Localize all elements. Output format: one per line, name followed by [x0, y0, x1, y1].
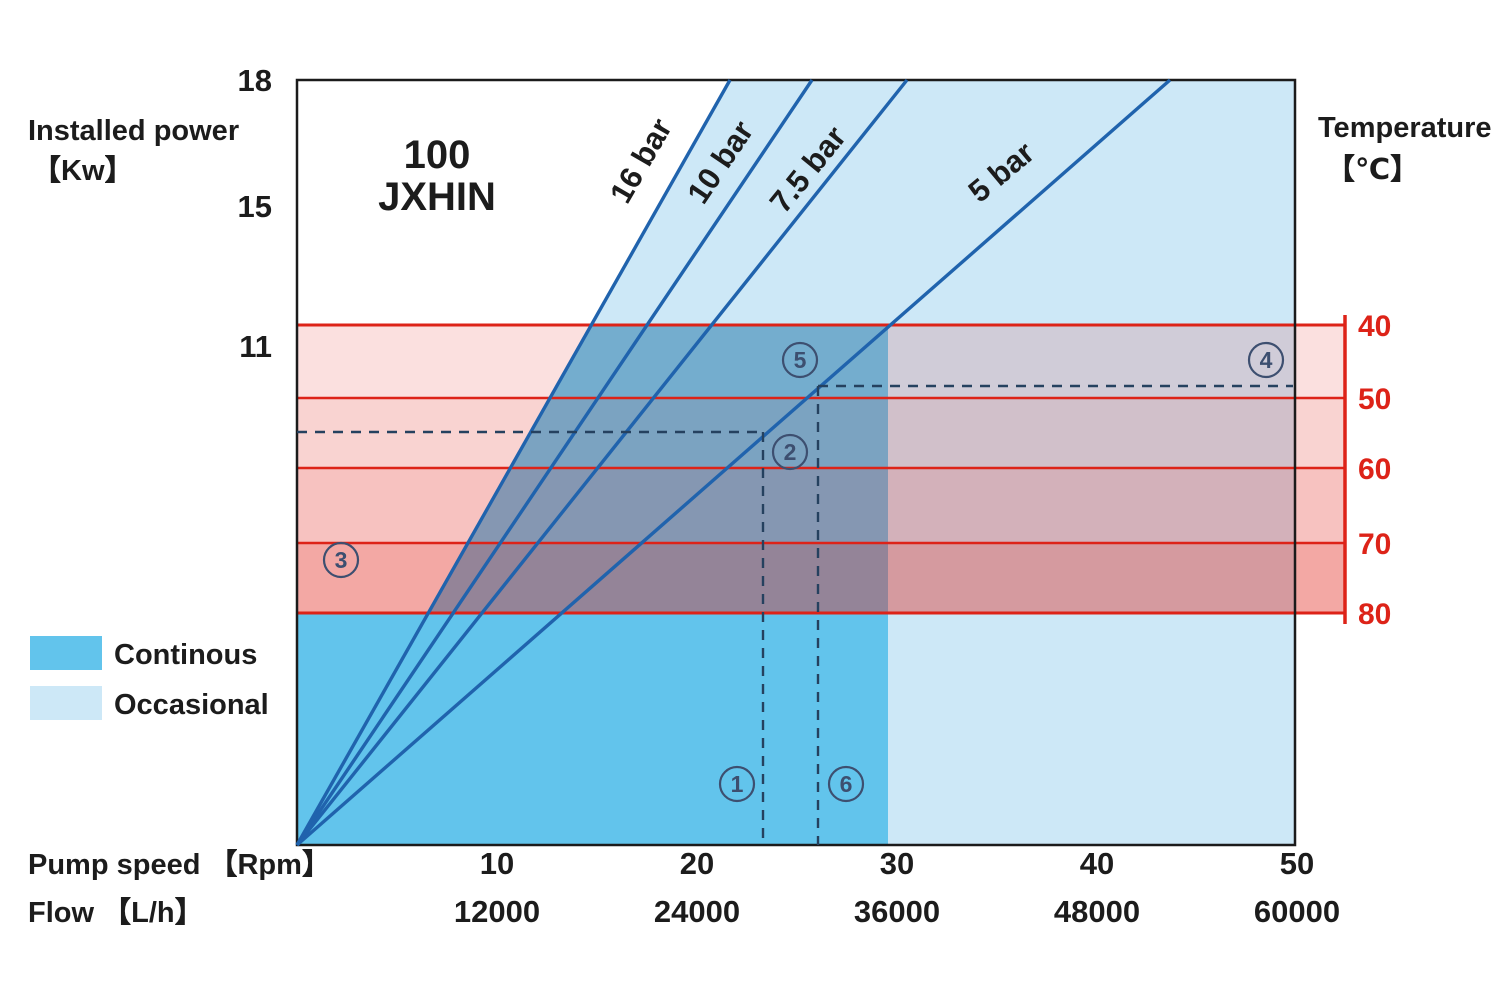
temp-tick-60: 60	[1358, 453, 1391, 486]
curve-10bar	[295, 79, 814, 846]
legend: Continous Occasional	[30, 636, 269, 721]
marker-num-4: 4	[1260, 347, 1273, 373]
marker-circle-3	[322, 541, 360, 579]
flow-tick-36000: 36000	[854, 894, 940, 929]
chart-title-line1: 100	[404, 133, 471, 177]
x-axis-title: Pump speed 【Rpm】	[28, 848, 331, 881]
marker-num-6: 6	[840, 771, 853, 797]
legend-swatch-occasional	[30, 686, 102, 720]
marker-num-5: 5	[794, 347, 807, 373]
temp-tick-50: 50	[1358, 383, 1391, 416]
curve-16bar	[295, 79, 732, 846]
rpm-tick-10: 10	[480, 846, 514, 881]
power-tick-18: 18	[238, 63, 272, 98]
rpm-tick-20: 20	[680, 846, 714, 881]
legend-swatch-continuous	[30, 636, 102, 670]
temp-tick-40: 40	[1358, 310, 1391, 343]
plot-border	[295, 78, 1297, 847]
marker-circle-5	[781, 341, 819, 379]
temp-band-60-70	[297, 468, 1345, 543]
legend-label-occasional: Occasional	[114, 689, 269, 721]
flow-axis-title: Flow 【L/h】	[28, 896, 204, 929]
pressure-curves	[295, 78, 1172, 847]
rpm-tick-40: 40	[1080, 846, 1114, 881]
rpm-tick-30: 30	[880, 846, 914, 881]
flow-tick-48000: 48000	[1054, 894, 1140, 929]
left-axis-title-line2: 【Kw】	[32, 154, 134, 187]
dashed-guides	[297, 384, 1293, 845]
temp-band-50-60	[297, 398, 1345, 468]
power-tick-11: 11	[239, 329, 272, 364]
power-tick-15: 15	[238, 189, 272, 224]
marker-circle-2	[771, 433, 809, 471]
left-axis-title-line1: Installed power	[28, 115, 239, 147]
marker-circle-1	[718, 765, 756, 803]
marker-num-1: 1	[731, 771, 744, 797]
flow-tick-60000: 60000	[1254, 894, 1340, 929]
curve-5bar	[295, 78, 1172, 847]
marker-circle-6	[827, 765, 865, 803]
marker-circle-4	[1247, 341, 1285, 379]
annotation-marker-numbers: 1 2 3 4 5 6	[335, 347, 1273, 797]
annotation-markers	[322, 341, 1285, 803]
flow-tick-12000: 12000	[454, 894, 540, 929]
flow-tick-24000: 24000	[654, 894, 740, 929]
temp-band-70-80	[297, 543, 1345, 613]
right-axis-title-line2: 【℃】	[1326, 153, 1419, 186]
marker-num-2: 2	[784, 439, 797, 465]
curve-7p5bar	[295, 78, 909, 847]
rpm-tick-50: 50	[1280, 846, 1314, 881]
marker-num-3: 3	[335, 547, 348, 573]
temp-tick-80: 80	[1358, 598, 1391, 631]
right-axis-title-line1: Temperature	[1318, 112, 1492, 144]
temp-tick-70: 70	[1358, 528, 1391, 561]
legend-label-continuous: Continous	[114, 639, 257, 671]
chart-title-line2: JXHIN	[378, 175, 496, 219]
